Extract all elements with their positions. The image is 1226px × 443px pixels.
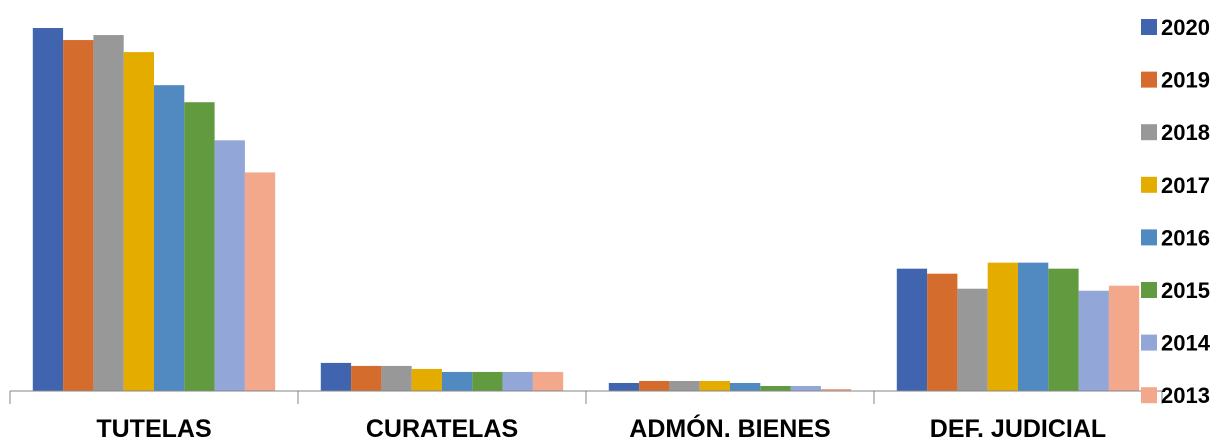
x-axis: [9, 390, 1163, 404]
bar-2019-def-judicial: [927, 273, 958, 391]
legend: 2020 2019 2018 2017 2016 2015 2014 2013: [1141, 15, 1211, 408]
bar-2017-curatelas: [411, 368, 442, 391]
bar-2017-def-judicial: [987, 262, 1018, 391]
bar-2018-tutelas: [93, 35, 124, 391]
legend-label-2016: 2016: [1161, 225, 1210, 250]
bar-2016-tutelas: [154, 85, 185, 392]
bar-2018-curatelas: [381, 365, 412, 391]
bar-2018-adm-n-bienes: [669, 380, 700, 391]
bar-2016-curatelas: [442, 371, 473, 391]
bar-2020-adm-n-bienes: [608, 382, 640, 391]
bar-2014-curatelas: [502, 371, 533, 391]
legend-swatch-2017: [1141, 176, 1157, 193]
legend-swatch-2020: [1141, 19, 1157, 35]
legend-label-2015: 2015: [1161, 278, 1210, 303]
legend-label-2018: 2018: [1161, 120, 1210, 145]
legend-swatch-2019: [1141, 71, 1157, 88]
category-label: DEF. JUDICIAL: [930, 415, 1106, 443]
category-label: ADMÓN. BIENES: [629, 413, 830, 443]
bar-2020-tutelas: [32, 28, 64, 392]
bar-2013-curatelas: [532, 371, 564, 391]
legend-label-2013: 2013: [1161, 383, 1210, 408]
bar-2015-tutelas: [184, 102, 215, 391]
legend-swatch-2015: [1141, 282, 1157, 298]
bar-2017-adm-n-bienes: [699, 380, 730, 391]
bar-2013-adm-n-bienes: [820, 388, 852, 391]
bar-2016-def-judicial: [1018, 262, 1049, 391]
bar-2013-def-judicial: [1108, 285, 1140, 391]
legend-label-2019: 2019: [1161, 68, 1210, 93]
bar-2017-tutelas: [123, 52, 154, 392]
bar-2015-def-judicial: [1048, 268, 1079, 391]
bar-2019-curatelas: [351, 365, 382, 391]
category-label: TUTELAS: [96, 415, 211, 443]
bar-2020-def-judicial: [896, 268, 928, 391]
legend-label-2020: 2020: [1161, 15, 1210, 40]
bar-2019-tutelas: [63, 40, 94, 392]
legend-label-2014: 2014: [1161, 331, 1211, 356]
bar-2020-curatelas: [320, 362, 352, 391]
bars-layer: [32, 28, 1140, 392]
category-labels: TUTELAS CURATELAS ADMÓN. BIENES DEF. JUDICI…: [96, 413, 1106, 443]
legend-swatch-2018: [1141, 124, 1157, 141]
bar-2015-adm-n-bienes: [760, 385, 791, 391]
bar-2014-tutelas: [214, 140, 245, 391]
bar-2014-def-judicial: [1078, 290, 1109, 391]
legend-swatch-2014: [1141, 334, 1157, 351]
bar-2016-adm-n-bienes: [730, 382, 761, 391]
legend-swatch-2016: [1141, 229, 1157, 246]
bar-2013-tutelas: [244, 172, 276, 391]
bar-2014-adm-n-bienes: [790, 385, 821, 391]
legend-label-2017: 2017: [1161, 173, 1210, 198]
bar-2015-curatelas: [472, 371, 503, 391]
bar-2018-def-judicial: [957, 288, 988, 391]
bar-2019-adm-n-bienes: [639, 380, 670, 391]
category-label: CURATELAS: [366, 415, 518, 443]
legend-swatch-2013: [1141, 387, 1157, 404]
